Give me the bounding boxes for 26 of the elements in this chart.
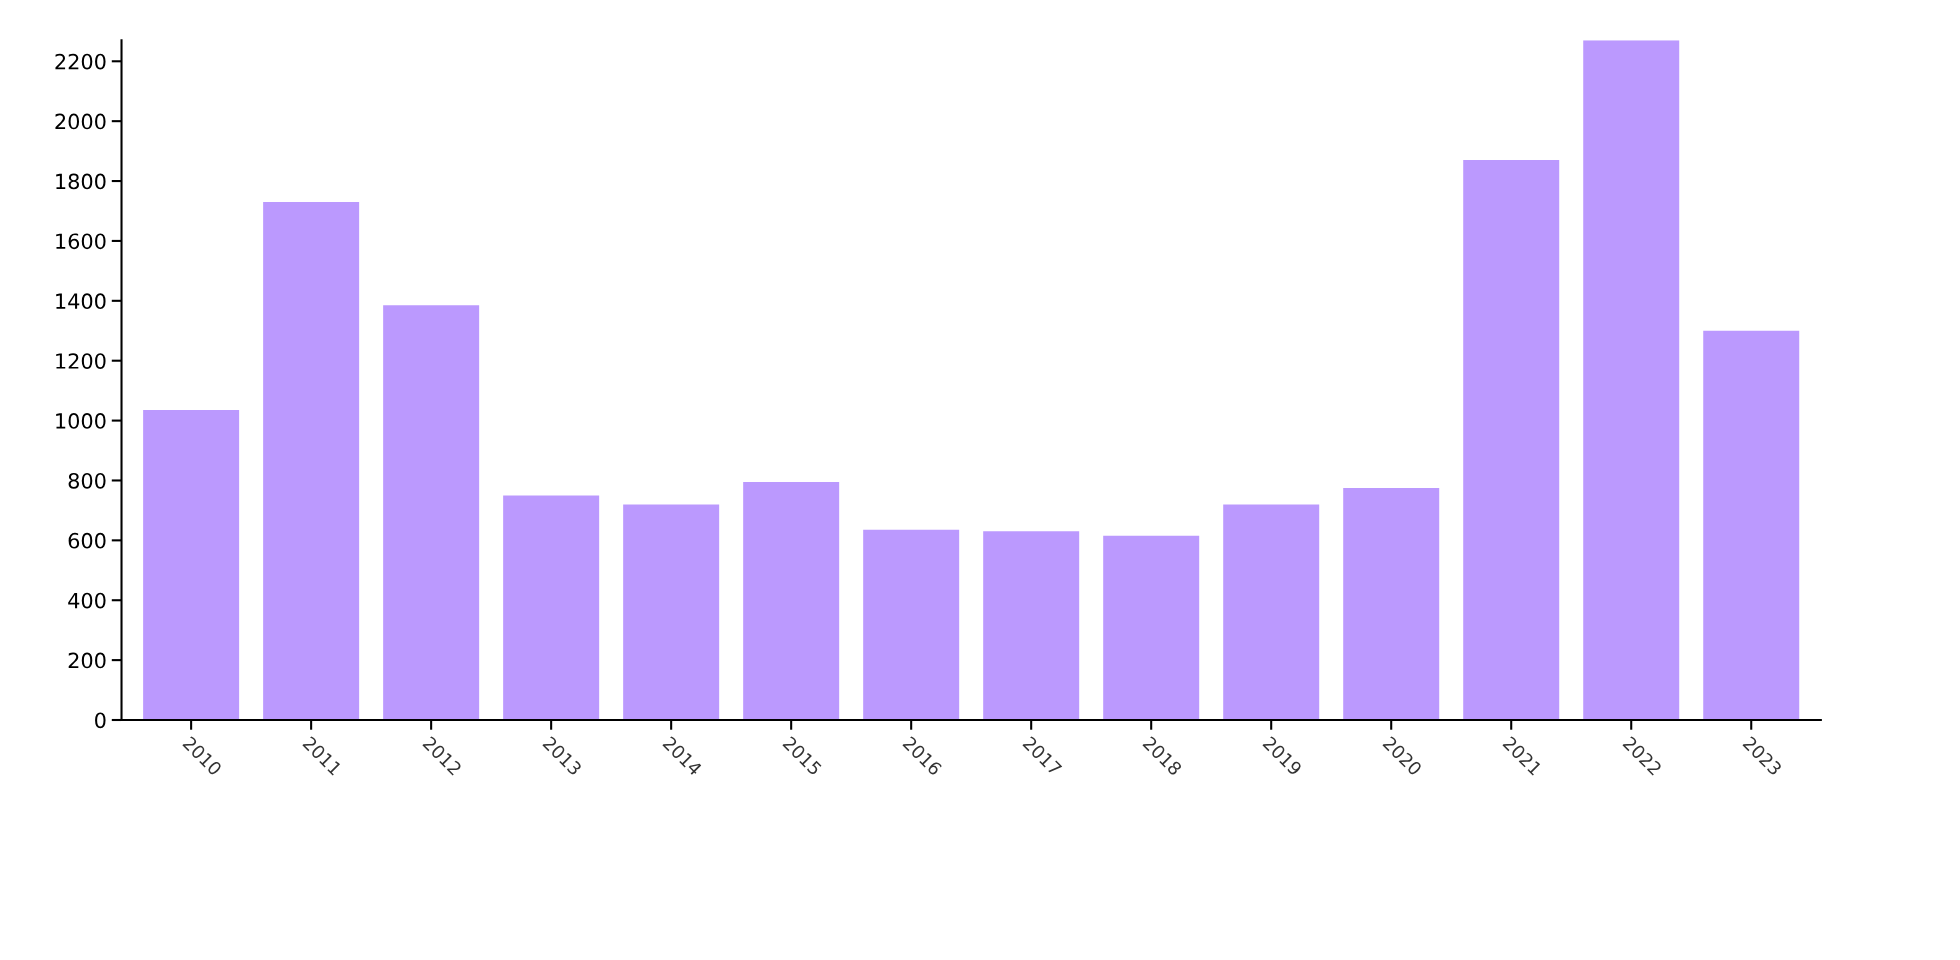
y-tick-label: 200 (68, 652, 106, 669)
y-tick-label: 1200 (56, 353, 106, 369)
bar (743, 481, 840, 720)
bar (1343, 487, 1440, 720)
bar (143, 410, 240, 720)
bar (983, 531, 1080, 720)
bar (263, 202, 360, 720)
y-tick-label: 0 (95, 712, 106, 729)
y-tick-label: 1400 (56, 293, 106, 310)
y-tick-label: 600 (68, 532, 106, 549)
y-tick-label: 1800 (56, 173, 106, 190)
y-tick-label: 1600 (56, 233, 106, 250)
bar (503, 495, 600, 720)
y-tick-label: 1000 (56, 413, 106, 429)
y-tick-label: 2000 (55, 113, 106, 130)
bar (863, 529, 960, 720)
bar (623, 504, 720, 720)
y-tick-label: 800 (68, 472, 106, 489)
bar (383, 305, 480, 720)
bar (1583, 40, 1680, 720)
y-tick-label: 400 (68, 592, 106, 609)
bar (1103, 535, 1200, 720)
bar (1703, 330, 1800, 720)
y-tick-label: 2200 (55, 53, 106, 70)
bar (1463, 160, 1560, 720)
bar (1223, 504, 1320, 720)
